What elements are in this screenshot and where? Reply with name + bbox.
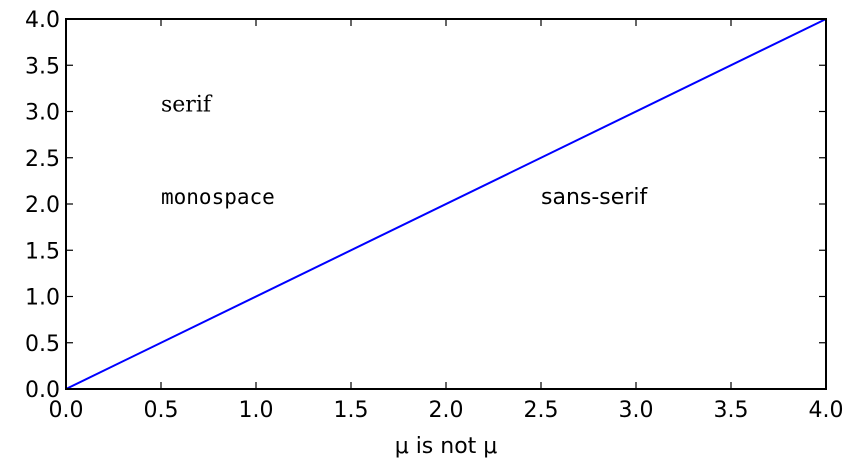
y-tick-label: 2.0 [25, 193, 60, 218]
annotation-serif: serif [161, 93, 213, 118]
annotations-layer: serif monospace sans-serif [161, 93, 648, 211]
x-tick-label: 2.0 [429, 398, 464, 423]
annotation-sans-serif: sans-serif [541, 185, 648, 210]
y-tick-label: 1.0 [25, 286, 60, 311]
x-tick-label: 1.5 [334, 398, 369, 423]
x-axis-title: μ is not μ [395, 434, 498, 459]
y-tick-label: 0.5 [25, 332, 60, 357]
y-tick-label: 3.5 [25, 54, 60, 79]
x-axis-title-text: μ is not μ [395, 434, 498, 459]
y-tick-label: 0.0 [25, 378, 60, 403]
x-tick-label: 3.5 [714, 398, 749, 423]
annotation-monospace: monospace [161, 185, 275, 209]
plot-frame [65, 18, 827, 390]
y-tick-label: 1.5 [25, 239, 60, 264]
y-tick-label: 4.0 [25, 8, 60, 33]
tick-labels-layer: 0.0 0.5 1.0 1.5 2.0 2.5 3.0 3.5 4.0 0.0 0.5 1.0 1.5 2… [25, 8, 844, 423]
series-line [65, 18, 827, 390]
x-tick-label: 3.0 [619, 398, 654, 423]
y-tick-label: 3.0 [25, 101, 60, 126]
series-layer [65, 18, 827, 390]
x-tick-label: 1.0 [239, 398, 274, 423]
x-tick-label: 0.0 [49, 398, 84, 423]
y-tick-label: 2.5 [25, 147, 60, 172]
x-tick-label: 4.0 [809, 398, 844, 423]
x-tick-label: 0.5 [144, 398, 179, 423]
x-tick-label: 2.5 [524, 398, 559, 423]
